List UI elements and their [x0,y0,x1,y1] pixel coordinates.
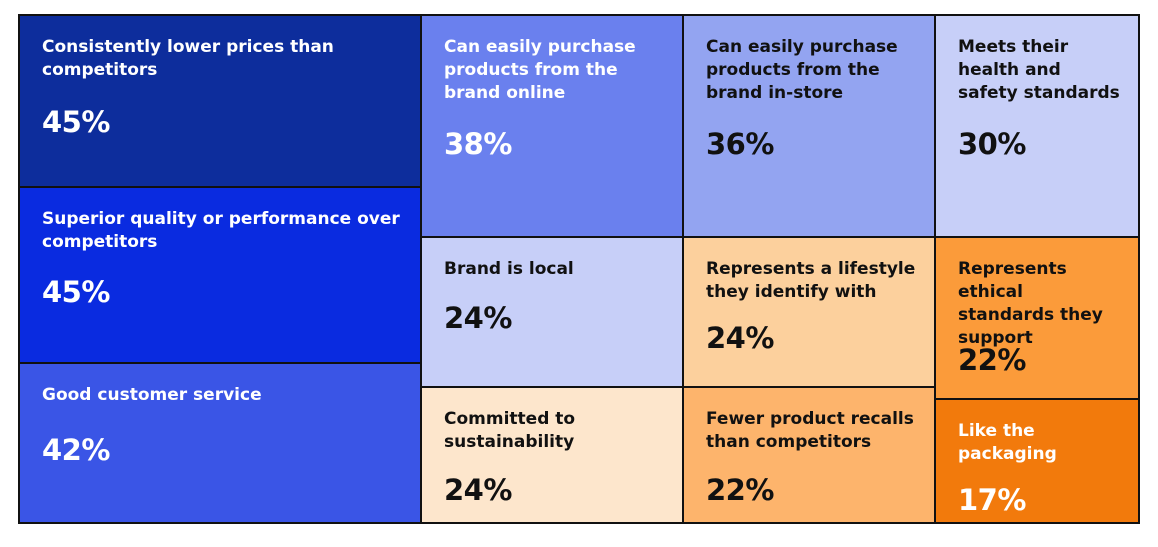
cell-label: Brand is local [444,259,574,279]
cell-label: Consistently lower prices than competito… [42,37,334,80]
cell-purchase-online: Can easily purchase products from the br… [420,14,684,240]
cell-value: 22% [958,343,1026,377]
cell-label: Represents a lifestyle they identify wit… [706,259,916,302]
cell-purchase-in-store: Can easily purchase products from the br… [682,14,936,240]
cell-health-safety: Meets their health and safety standards … [934,14,1140,240]
cell-value: 38% [444,127,512,161]
cell-fewer-recalls: Fewer product recalls than competitors 2… [682,386,936,524]
cell-value: 30% [958,127,1026,161]
cell-value: 24% [706,321,774,355]
cell-label: Committed to sustainability [444,409,576,452]
cell-superior-quality: Superior quality or performance over com… [18,186,422,364]
cell-value: 36% [706,127,774,161]
cell-label: Good customer service [42,385,262,405]
cell-packaging: Like the packaging 17% [934,398,1140,524]
cell-value: 24% [444,473,512,507]
cell-value: 22% [706,473,774,507]
cell-ethical-standards: Represents ethical standards they suppor… [934,236,1140,400]
cell-label: Can easily purchase products from the br… [706,37,898,103]
cell-label: Meets their health and safety standards [958,37,1120,103]
treemap-chart: Consistently lower prices than competito… [18,14,1140,524]
cell-value: 45% [42,105,110,139]
cell-label: Like the packaging [958,421,1057,464]
cell-value: 17% [958,483,1026,517]
cell-value: 45% [42,275,110,309]
cell-lower-prices: Consistently lower prices than competito… [18,14,422,188]
cell-value: 42% [42,433,110,467]
cell-sustainability: Committed to sustainability 24% [420,386,684,524]
cell-label: Represents ethical standards they suppor… [958,259,1103,348]
cell-lifestyle: Represents a lifestyle they identify wit… [682,236,936,388]
cell-label: Can easily purchase products from the br… [444,37,636,103]
cell-label: Fewer product recalls than competitors [706,409,914,452]
cell-brand-local: Brand is local 24% [420,236,684,388]
cell-customer-service: Good customer service 42% [18,362,422,524]
cell-label: Superior quality or performance over com… [42,209,400,252]
cell-value: 24% [444,301,512,335]
